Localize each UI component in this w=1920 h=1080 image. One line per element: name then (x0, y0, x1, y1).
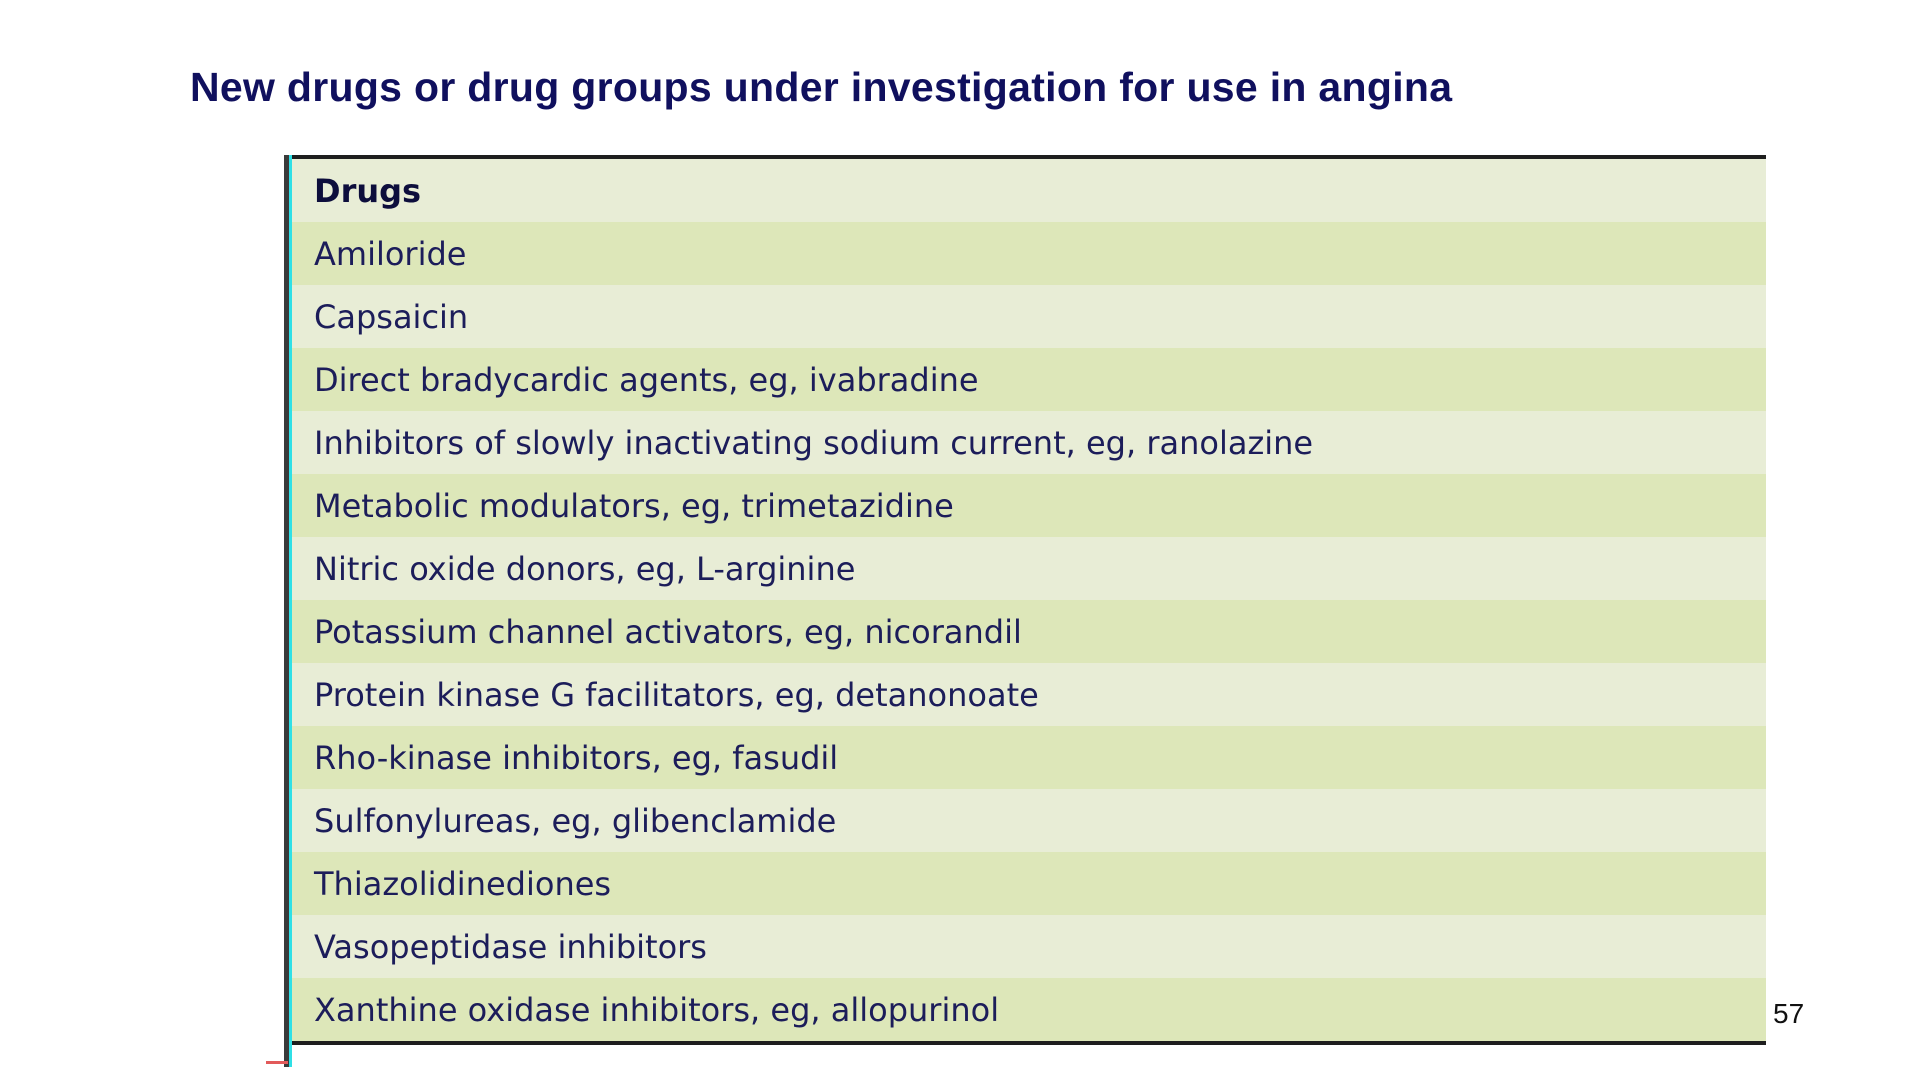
table-top-rule (284, 155, 1766, 159)
table-row: Vasopeptidase inhibitors (292, 915, 1766, 978)
corner-mark (266, 1061, 288, 1064)
table-row: Inhibitors of slowly inactivating sodium… (292, 411, 1766, 474)
table-row: Direct bradycardic agents, eg, ivabradin… (292, 348, 1766, 411)
table-row: Sulfonylureas, eg, glibenclamide (292, 789, 1766, 852)
page-number: 57 (1773, 998, 1805, 1029)
table-header: Drugs (292, 159, 1766, 222)
table-row: Protein kinase G facilitators, eg, detan… (292, 663, 1766, 726)
drugs-table: Drugs Amiloride Capsaicin Direct bradyca… (266, 155, 1766, 1067)
table-row: Nitric oxide donors, eg, L-arginine (292, 537, 1766, 600)
table-bottom-rule (284, 1041, 1766, 1045)
table-row: Metabolic modulators, eg, trimetazidine (292, 474, 1766, 537)
table-row: Capsaicin (292, 285, 1766, 348)
table-row: Amiloride (292, 222, 1766, 285)
table-row: Thiazolidinediones (292, 852, 1766, 915)
table-rows: Drugs Amiloride Capsaicin Direct bradyca… (292, 159, 1766, 1041)
table-left-rule (284, 155, 289, 1067)
table-row: Rho-kinase inhibitors, eg, fasudil (292, 726, 1766, 789)
table-row: Potassium channel activators, eg, nicora… (292, 600, 1766, 663)
table-row: Xanthine oxidase inhibitors, eg, allopur… (292, 978, 1766, 1041)
slide-title: New drugs or drug groups under investiga… (190, 64, 1453, 110)
